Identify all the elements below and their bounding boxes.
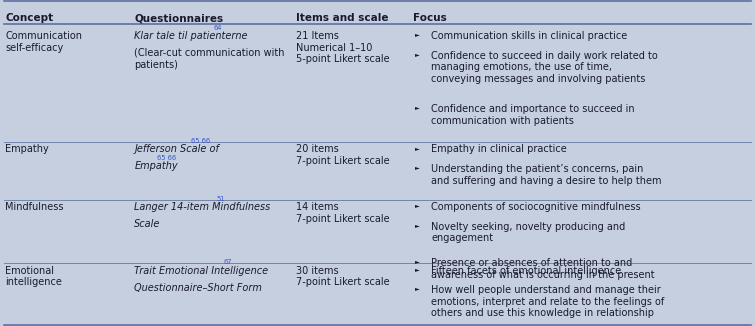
Text: Communication
self-efficacy: Communication self-efficacy bbox=[5, 31, 82, 52]
Text: Items and scale: Items and scale bbox=[296, 13, 389, 23]
Text: 30 items
7-point Likert scale: 30 items 7-point Likert scale bbox=[296, 266, 390, 287]
Text: How well people understand and manage their
emotions, interpret and relate to th: How well people understand and manage th… bbox=[431, 285, 664, 319]
Text: (Clear-cut communication with
patients): (Clear-cut communication with patients) bbox=[134, 48, 285, 69]
Text: ►: ► bbox=[415, 105, 420, 110]
Text: Empathy in clinical practice: Empathy in clinical practice bbox=[431, 144, 567, 155]
Text: ►: ► bbox=[415, 267, 420, 272]
Text: Empathy: Empathy bbox=[5, 144, 49, 155]
Text: Mindfulness: Mindfulness bbox=[5, 202, 63, 212]
Text: Klar tale til patienterne: Klar tale til patienterne bbox=[134, 31, 248, 41]
Text: Questionnaires: Questionnaires bbox=[134, 13, 223, 23]
Text: ►: ► bbox=[415, 52, 420, 57]
Text: Trait Emotional Intelligence: Trait Emotional Intelligence bbox=[134, 266, 269, 276]
Text: ►: ► bbox=[415, 32, 420, 37]
Text: Questionnaire–Short Form: Questionnaire–Short Form bbox=[134, 283, 262, 293]
Text: Empathy: Empathy bbox=[134, 161, 178, 171]
Text: 65 66: 65 66 bbox=[192, 138, 211, 144]
Text: 65 66: 65 66 bbox=[156, 155, 176, 161]
Text: ►: ► bbox=[415, 223, 420, 228]
Text: ►: ► bbox=[415, 146, 420, 151]
Text: ►: ► bbox=[415, 165, 420, 170]
Text: Focus: Focus bbox=[413, 13, 447, 23]
Text: Jefferson Scale of: Jefferson Scale of bbox=[134, 144, 219, 155]
Text: Understanding the patient’s concerns, pain
and suffering and having a desire to : Understanding the patient’s concerns, pa… bbox=[431, 164, 661, 185]
Text: 20 items
7-point Likert scale: 20 items 7-point Likert scale bbox=[296, 144, 390, 166]
Text: ►: ► bbox=[415, 203, 420, 208]
Text: 21 Items
Numerical 1–10
5-point Likert scale: 21 Items Numerical 1–10 5-point Likert s… bbox=[296, 31, 390, 64]
Text: 14 items
7-point Likert scale: 14 items 7-point Likert scale bbox=[296, 202, 390, 224]
Text: 64: 64 bbox=[214, 24, 222, 31]
Text: Confidence to succeed in daily work related to
managing emotions, the use of tim: Confidence to succeed in daily work rela… bbox=[431, 51, 658, 84]
Text: 67: 67 bbox=[223, 259, 232, 265]
Text: ►: ► bbox=[415, 287, 420, 291]
Text: ►: ► bbox=[415, 259, 420, 264]
Text: Emotional
intelligence: Emotional intelligence bbox=[5, 266, 62, 287]
Text: Langer 14-item Mindfulness: Langer 14-item Mindfulness bbox=[134, 202, 270, 212]
Text: Confidence and importance to succeed in
communication with patients: Confidence and importance to succeed in … bbox=[431, 104, 635, 126]
Text: Components of sociocognitive mindfulness: Components of sociocognitive mindfulness bbox=[431, 202, 641, 212]
Text: 51: 51 bbox=[217, 196, 225, 202]
Text: Fifteen facets of emotional intelligence: Fifteen facets of emotional intelligence bbox=[431, 266, 621, 276]
Text: Novelty seeking, novelty producing and
engagement: Novelty seeking, novelty producing and e… bbox=[431, 222, 625, 243]
Text: Presence or absences of attention to and
awareness of what is occurring in the p: Presence or absences of attention to and… bbox=[431, 258, 655, 280]
Text: Communication skills in clinical practice: Communication skills in clinical practic… bbox=[431, 31, 627, 41]
Text: Concept: Concept bbox=[5, 13, 54, 23]
Text: Scale: Scale bbox=[134, 219, 161, 229]
